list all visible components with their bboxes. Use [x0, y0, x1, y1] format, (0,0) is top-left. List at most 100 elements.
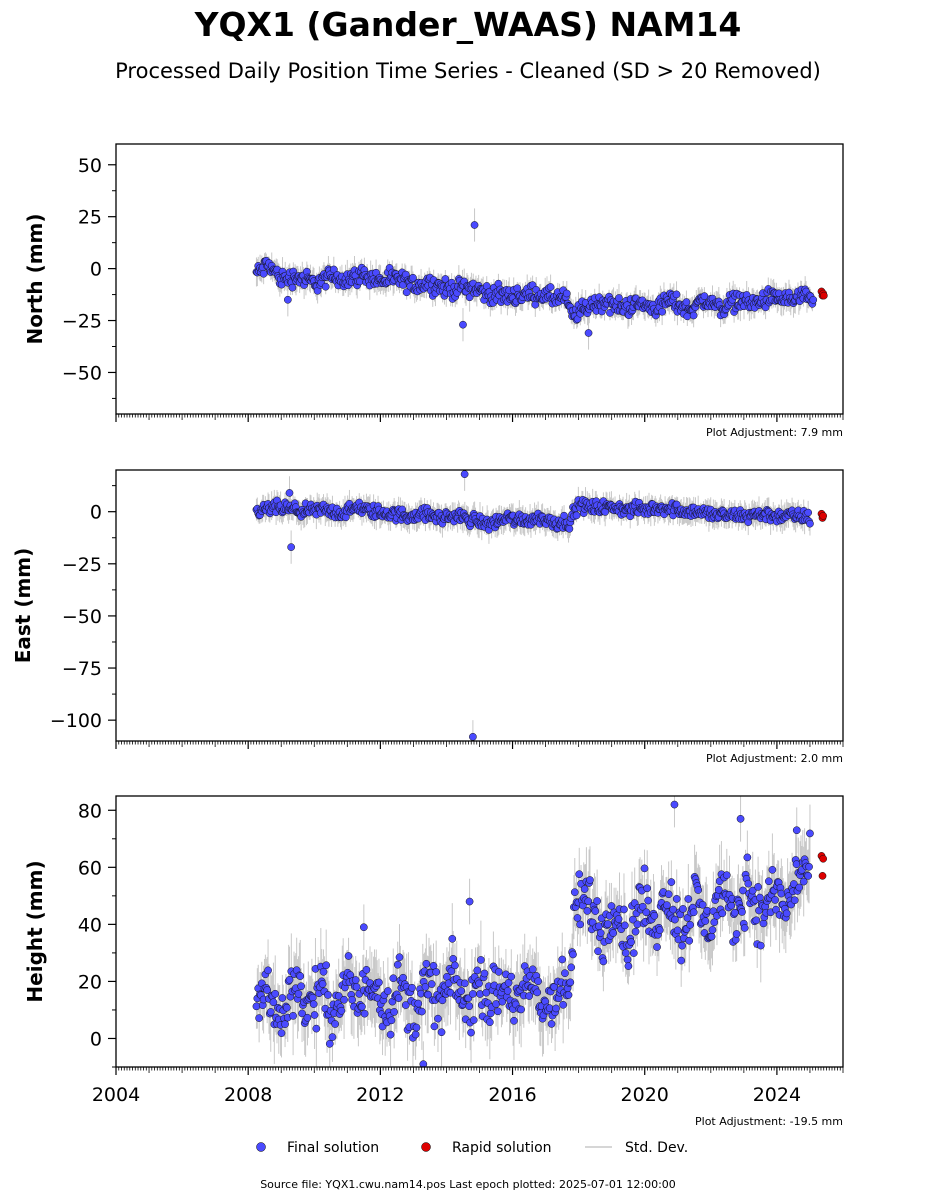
final-point: [447, 967, 456, 976]
east-panel: 0 −25 −50 −75 −100 East (mm) Plot Adjustment: …: [11, 469, 844, 765]
final-point: [672, 290, 681, 299]
final-point: [678, 941, 686, 950]
y-tick-label: −50: [62, 362, 102, 384]
final-point: [308, 993, 317, 1002]
final-point: [387, 1016, 396, 1025]
final-point: [278, 994, 287, 1002]
rapid-point: [819, 291, 828, 300]
final-point: [386, 1030, 395, 1039]
plot-adjustment-label: Plot Adjustment: 7.9 mm: [706, 426, 843, 439]
final-point: [591, 907, 600, 915]
final-point: [277, 1029, 286, 1037]
final-point: [424, 990, 432, 999]
final-point: [408, 983, 416, 992]
final-point: [631, 927, 640, 936]
final-point: [525, 992, 534, 1000]
final-point: [683, 914, 692, 922]
final-point: [337, 1006, 346, 1015]
final-point: [607, 902, 616, 910]
y-tick-label: 80: [78, 800, 102, 822]
final-point: [682, 298, 691, 306]
final-point: [623, 955, 632, 964]
final-point: [269, 998, 278, 1007]
legend-rapid-label: Rapid solution: [452, 1140, 552, 1156]
final-point: [395, 953, 404, 962]
final-point: [296, 972, 305, 980]
final-point: [576, 920, 584, 929]
figure-title: YQX1 (Gander_WAAS) NAM14: [194, 5, 742, 44]
x-tick-label: 2012: [356, 1084, 404, 1106]
final-point: [677, 956, 686, 965]
final-point: [777, 889, 786, 898]
final-point: [334, 992, 343, 1000]
outlier-point: [283, 295, 292, 304]
y-tick-label: −50: [62, 606, 102, 628]
final-point: [756, 893, 764, 902]
final-point: [559, 1000, 568, 1009]
y-tick-label: −100: [50, 710, 102, 732]
final-point: [507, 972, 516, 981]
final-point: [771, 896, 779, 904]
final-point: [567, 963, 576, 972]
final-point: [294, 989, 303, 998]
final-point: [510, 1016, 518, 1025]
rapid-point: [818, 872, 827, 880]
legend-rapid-marker: [421, 1142, 431, 1152]
final-solution-points: [252, 800, 814, 1067]
plot-area: [252, 470, 814, 741]
final-point: [329, 265, 338, 274]
final-point: [528, 965, 537, 974]
final-point: [351, 976, 360, 984]
final-point: [362, 965, 371, 974]
y-tick-label: −25: [62, 554, 102, 576]
final-point: [738, 908, 746, 916]
final-point: [672, 895, 681, 903]
y-tick-label: 60: [78, 857, 102, 879]
y-tick-label: 20: [78, 971, 102, 993]
final-point: [627, 938, 635, 946]
final-point: [384, 987, 392, 995]
final-point: [572, 511, 581, 520]
final-point: [303, 1013, 312, 1022]
final-point: [584, 897, 593, 906]
final-point: [477, 956, 485, 964]
final-point: [643, 884, 652, 893]
final-point: [476, 990, 484, 998]
final-point: [708, 926, 717, 934]
outlier-point: [359, 923, 368, 932]
plot-adjustment-label: Plot Adjustment: -19.5 mm: [695, 1115, 843, 1128]
final-point: [427, 980, 436, 988]
y-tick-label: 0: [90, 259, 102, 281]
final-point: [263, 986, 272, 994]
outlier-point: [460, 470, 469, 479]
y-tick-label: −75: [62, 658, 102, 680]
x-tick-label: 2024: [753, 1084, 801, 1106]
final-point: [534, 977, 542, 986]
final-point: [614, 915, 623, 923]
final-point: [449, 955, 458, 963]
y-axis-label: Height (mm): [23, 860, 47, 1002]
final-solution-points: [252, 470, 814, 741]
final-point: [673, 926, 682, 935]
final-point: [358, 1002, 366, 1011]
y-axis-label: North (mm): [23, 213, 47, 344]
std-dev-bars: [255, 470, 811, 741]
y-tick-label: 40: [78, 914, 102, 936]
outlier-point: [792, 826, 801, 835]
final-point: [566, 978, 575, 987]
final-point: [352, 983, 361, 991]
y-tick-label: 25: [78, 207, 102, 229]
final-point: [324, 991, 332, 999]
final-point: [318, 980, 327, 988]
final-point: [297, 982, 306, 991]
final-point: [609, 929, 618, 937]
final-point: [469, 1016, 478, 1024]
final-point: [517, 1005, 525, 1014]
final-point: [494, 1007, 502, 1016]
final-point: [409, 273, 417, 282]
y-tick-label: 0: [90, 502, 102, 524]
final-point: [732, 930, 741, 938]
final-point: [586, 876, 594, 884]
final-point: [744, 879, 753, 888]
final-point: [593, 897, 601, 905]
